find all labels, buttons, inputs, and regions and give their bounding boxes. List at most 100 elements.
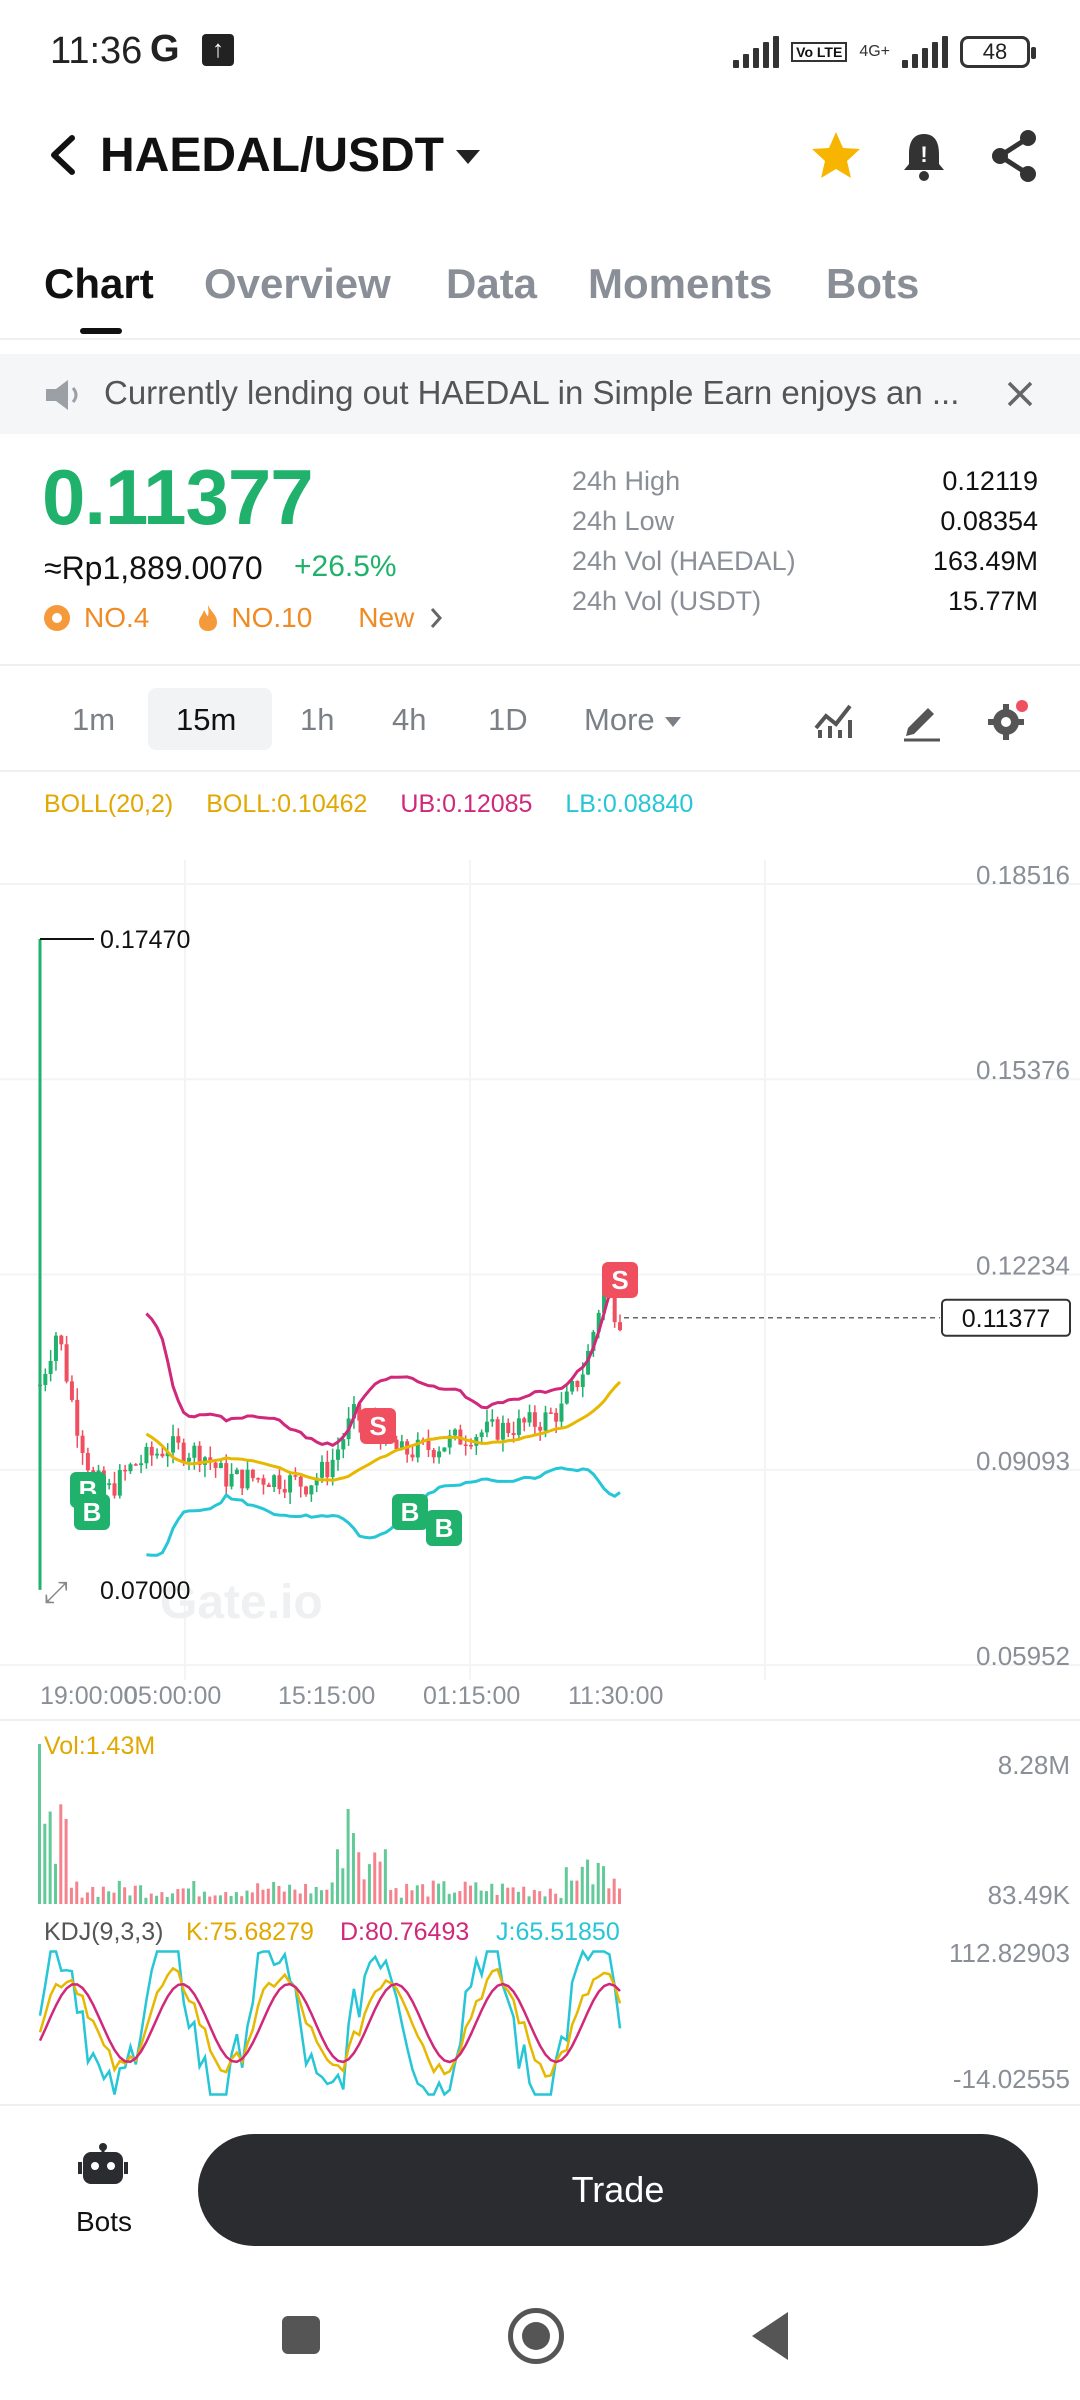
volume-bar bbox=[155, 1895, 159, 1904]
divider bbox=[0, 770, 1080, 772]
trade-marker-label: S bbox=[611, 1265, 628, 1295]
candle-body bbox=[261, 1478, 266, 1485]
volume-bar bbox=[91, 1886, 95, 1904]
watermark: Gate.io bbox=[160, 1576, 323, 1629]
candle-body bbox=[522, 1418, 527, 1423]
back-arrow-icon[interactable] bbox=[44, 132, 84, 178]
upload-icon: ↑ bbox=[202, 34, 234, 66]
draw-pencil-icon[interactable] bbox=[900, 698, 944, 742]
volume-bar bbox=[160, 1892, 164, 1904]
volume-bar bbox=[383, 1849, 387, 1904]
volume-bar bbox=[192, 1881, 196, 1904]
tab-data[interactable]: Data bbox=[446, 260, 538, 307]
boll-ub: UB:0.12085 bbox=[400, 790, 533, 818]
candle-body bbox=[495, 1419, 500, 1440]
home-icon[interactable] bbox=[508, 2308, 564, 2364]
rank-label[interactable]: NO.4 bbox=[84, 602, 150, 633]
candle-body bbox=[250, 1469, 255, 1479]
stat-value: 0.12119 bbox=[942, 466, 1038, 496]
tab-moments[interactable]: Moments bbox=[588, 260, 773, 307]
candle-body bbox=[288, 1475, 293, 1493]
extreme-markers: 0.17470 0.07000 ⤢ bbox=[40, 926, 190, 1609]
candle-body bbox=[564, 1391, 569, 1404]
stat-row: 24h High 0.12119 bbox=[572, 466, 1038, 506]
kdj-axis-label: -14.02555 bbox=[953, 2064, 1070, 2094]
active-tab-indicator bbox=[80, 328, 122, 334]
volume-bar bbox=[304, 1883, 308, 1904]
candle-body bbox=[75, 1399, 80, 1436]
interval-more[interactable]: More bbox=[584, 702, 681, 738]
kdj-j: J:65.51850 bbox=[496, 1918, 620, 1946]
interval-15m[interactable]: 15m bbox=[176, 702, 237, 737]
candlestick-chart[interactable]: Gate.io 0.18516 0.15376 0.12234 0.09093 0.05… bbox=[0, 840, 1080, 2110]
robot-icon[interactable] bbox=[78, 2142, 128, 2186]
tab-overview[interactable]: Overview bbox=[204, 260, 391, 307]
volume-bar bbox=[107, 1891, 111, 1904]
volume-bar bbox=[80, 1897, 84, 1904]
candle-body bbox=[160, 1453, 165, 1457]
volume-bar bbox=[373, 1852, 377, 1904]
signal-icon bbox=[733, 36, 780, 68]
bottom-action-bar: Bots Trade bbox=[0, 2104, 1080, 2274]
interval-4h[interactable]: 4h bbox=[392, 702, 427, 737]
chevron-right-icon[interactable] bbox=[428, 606, 444, 630]
hot-rank-label[interactable]: NO.10 bbox=[231, 602, 313, 633]
candle-body bbox=[272, 1475, 277, 1487]
candle-body bbox=[527, 1412, 532, 1423]
close-icon[interactable] bbox=[1004, 378, 1036, 410]
trade-marker-label: B bbox=[83, 1497, 102, 1527]
announcement-banner[interactable]: Currently lending out HAEDAL in Simple E… bbox=[0, 354, 1080, 434]
speaker-icon bbox=[46, 380, 78, 410]
candle-body bbox=[341, 1439, 346, 1450]
time-axis-label: 15:15:00 bbox=[278, 1682, 375, 1710]
new-label[interactable]: New bbox=[358, 602, 415, 633]
volume-bar bbox=[117, 1880, 121, 1904]
interval-1h[interactable]: 1h bbox=[300, 702, 335, 737]
interval-1d[interactable]: 1D bbox=[488, 702, 528, 737]
trade-marker-label: B bbox=[435, 1513, 454, 1543]
indicator-icon[interactable] bbox=[812, 698, 856, 742]
svg-text:!: ! bbox=[920, 142, 927, 167]
trade-button[interactable]: Trade bbox=[198, 2134, 1038, 2246]
chevron-down-icon[interactable] bbox=[456, 150, 480, 164]
chart-grid bbox=[0, 860, 1080, 1721]
candle-body bbox=[415, 1439, 420, 1458]
tab-bar: Chart Overview Data Moments Bots bbox=[0, 250, 1080, 340]
candle-body bbox=[351, 1404, 356, 1419]
candle-body bbox=[516, 1418, 521, 1435]
interval-1m[interactable]: 1m bbox=[72, 702, 116, 737]
tab-bots[interactable]: Bots bbox=[826, 260, 920, 307]
candle-body bbox=[559, 1403, 564, 1422]
candle-body bbox=[256, 1478, 261, 1480]
battery-icon: 48 bbox=[960, 36, 1036, 68]
recents-icon[interactable] bbox=[282, 2316, 320, 2354]
candle-body bbox=[117, 1469, 122, 1496]
share-icon[interactable] bbox=[990, 128, 1040, 184]
candle-body bbox=[490, 1419, 495, 1422]
candle-body bbox=[304, 1486, 309, 1495]
volume-bar bbox=[405, 1883, 409, 1904]
volume-bar bbox=[479, 1890, 483, 1904]
kdj-j-line bbox=[38, 1948, 622, 2097]
candle-body bbox=[224, 1463, 229, 1487]
bots-label[interactable]: Bots bbox=[76, 2206, 133, 2237]
volume-axis-label: 83.49K bbox=[988, 1880, 1071, 1910]
volume-bar bbox=[399, 1897, 403, 1904]
candle-body bbox=[335, 1449, 340, 1460]
settings-gear-icon[interactable] bbox=[986, 698, 1030, 742]
boll-middle-band bbox=[145, 1380, 622, 1482]
price-axis-label: 0.05952 bbox=[976, 1641, 1070, 1671]
candle-body bbox=[43, 1373, 48, 1385]
signal-icon-2 bbox=[902, 36, 948, 68]
system-nav-bar bbox=[0, 2276, 1080, 2400]
candle-body bbox=[149, 1446, 154, 1456]
candle-body bbox=[298, 1476, 303, 1487]
candle-body bbox=[277, 1475, 282, 1490]
bell-alert-icon[interactable]: ! bbox=[898, 128, 950, 184]
candle-body bbox=[314, 1477, 319, 1486]
back-icon[interactable] bbox=[752, 2312, 788, 2360]
volume-bar bbox=[293, 1889, 297, 1904]
pair-title[interactable]: HAEDAL/USDT bbox=[100, 129, 444, 182]
star-icon[interactable] bbox=[808, 128, 864, 184]
tab-chart[interactable]: Chart bbox=[44, 260, 154, 307]
